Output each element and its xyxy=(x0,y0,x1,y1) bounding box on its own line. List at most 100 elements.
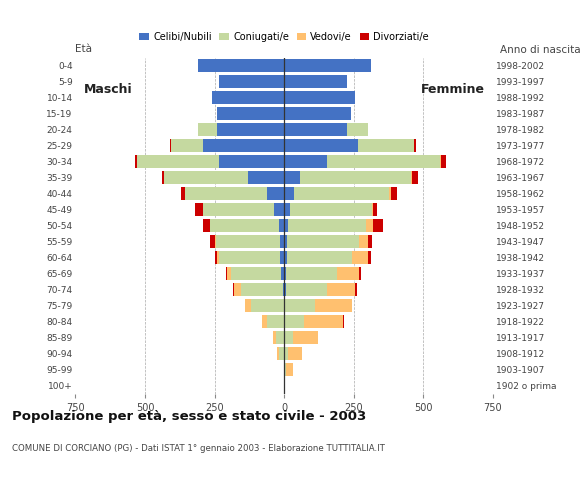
Bar xyxy=(347,123,368,136)
Bar xyxy=(198,123,218,136)
Bar xyxy=(327,283,355,296)
Bar xyxy=(215,251,218,264)
Bar xyxy=(287,251,353,264)
Text: Popolazione per età, sesso e stato civile - 2003: Popolazione per età, sesso e stato civil… xyxy=(12,410,366,423)
Bar xyxy=(284,219,288,232)
Bar xyxy=(288,347,302,360)
Bar xyxy=(367,219,374,232)
Bar xyxy=(277,347,278,360)
Bar xyxy=(284,59,371,72)
Text: COMUNE DI CORCIANO (PG) - Dati ISTAT 1° gennaio 2003 - Elaborazione TUTTITALIA.I: COMUNE DI CORCIANO (PG) - Dati ISTAT 1° … xyxy=(12,444,385,453)
Bar xyxy=(284,91,355,105)
Bar xyxy=(284,299,315,312)
Bar xyxy=(353,251,368,264)
Bar xyxy=(241,283,283,296)
Bar xyxy=(285,267,337,280)
Bar xyxy=(284,203,290,216)
Bar xyxy=(441,155,445,168)
Bar xyxy=(389,187,392,201)
Bar xyxy=(355,283,357,296)
Bar xyxy=(262,315,267,328)
Bar xyxy=(211,219,278,232)
Bar xyxy=(211,235,215,249)
Bar xyxy=(287,235,360,249)
Legend: Celibi/Nubili, Coniugati/e, Vedovi/e, Divorziati/e: Celibi/Nubili, Coniugati/e, Vedovi/e, Di… xyxy=(136,28,433,46)
Bar xyxy=(218,107,284,120)
Bar xyxy=(372,203,374,216)
Bar xyxy=(204,203,274,216)
Bar xyxy=(172,139,204,153)
Bar xyxy=(358,139,414,153)
Bar xyxy=(267,187,284,201)
Bar xyxy=(411,171,412,184)
Bar xyxy=(284,187,294,201)
Bar xyxy=(248,171,284,184)
Bar xyxy=(284,251,287,264)
Bar xyxy=(374,203,378,216)
Bar xyxy=(368,235,372,249)
Bar xyxy=(181,187,186,201)
Bar xyxy=(343,315,344,328)
Bar xyxy=(284,267,285,280)
Bar xyxy=(284,331,292,345)
Bar xyxy=(218,251,219,264)
Bar xyxy=(204,219,211,232)
Bar xyxy=(135,155,137,168)
Bar xyxy=(267,315,284,328)
Text: Età: Età xyxy=(75,45,92,54)
Bar xyxy=(219,75,284,88)
Bar xyxy=(234,283,241,296)
Bar xyxy=(281,267,284,280)
Bar xyxy=(360,267,361,280)
Bar xyxy=(212,91,284,105)
Bar xyxy=(195,203,204,216)
Bar xyxy=(274,203,284,216)
Bar xyxy=(162,171,165,184)
Bar xyxy=(284,283,285,296)
Bar xyxy=(374,219,383,232)
Bar xyxy=(276,331,284,345)
Bar xyxy=(251,299,284,312)
Bar xyxy=(283,283,284,296)
Bar xyxy=(337,267,360,280)
Bar xyxy=(219,251,280,264)
Bar xyxy=(216,235,280,249)
Bar xyxy=(227,267,231,280)
Bar xyxy=(215,235,216,249)
Bar xyxy=(137,155,219,168)
Bar xyxy=(315,299,353,312)
Bar xyxy=(204,139,284,153)
Bar xyxy=(414,139,416,153)
Bar xyxy=(368,251,371,264)
Bar xyxy=(392,187,397,201)
Bar xyxy=(294,187,389,201)
Bar xyxy=(278,219,284,232)
Bar xyxy=(412,171,418,184)
Bar xyxy=(284,347,288,360)
Text: Femmine: Femmine xyxy=(420,83,485,96)
Bar xyxy=(233,283,234,296)
Bar xyxy=(284,363,285,376)
Bar xyxy=(285,363,292,376)
Bar xyxy=(284,139,358,153)
Bar xyxy=(284,107,351,120)
Bar xyxy=(304,315,343,328)
Bar xyxy=(299,171,411,184)
Bar xyxy=(170,139,172,153)
Bar xyxy=(284,75,347,88)
Bar xyxy=(245,299,251,312)
Bar xyxy=(284,315,304,328)
Text: Maschi: Maschi xyxy=(84,83,132,96)
Bar xyxy=(198,59,284,72)
Bar xyxy=(284,123,347,136)
Bar xyxy=(288,219,367,232)
Bar xyxy=(280,235,284,249)
Bar xyxy=(327,155,440,168)
Bar xyxy=(165,171,248,184)
Bar xyxy=(284,235,287,249)
Text: Anno di nascita: Anno di nascita xyxy=(500,45,580,55)
Bar xyxy=(284,171,299,184)
Bar xyxy=(278,347,284,360)
Bar xyxy=(290,203,372,216)
Bar xyxy=(219,155,284,168)
